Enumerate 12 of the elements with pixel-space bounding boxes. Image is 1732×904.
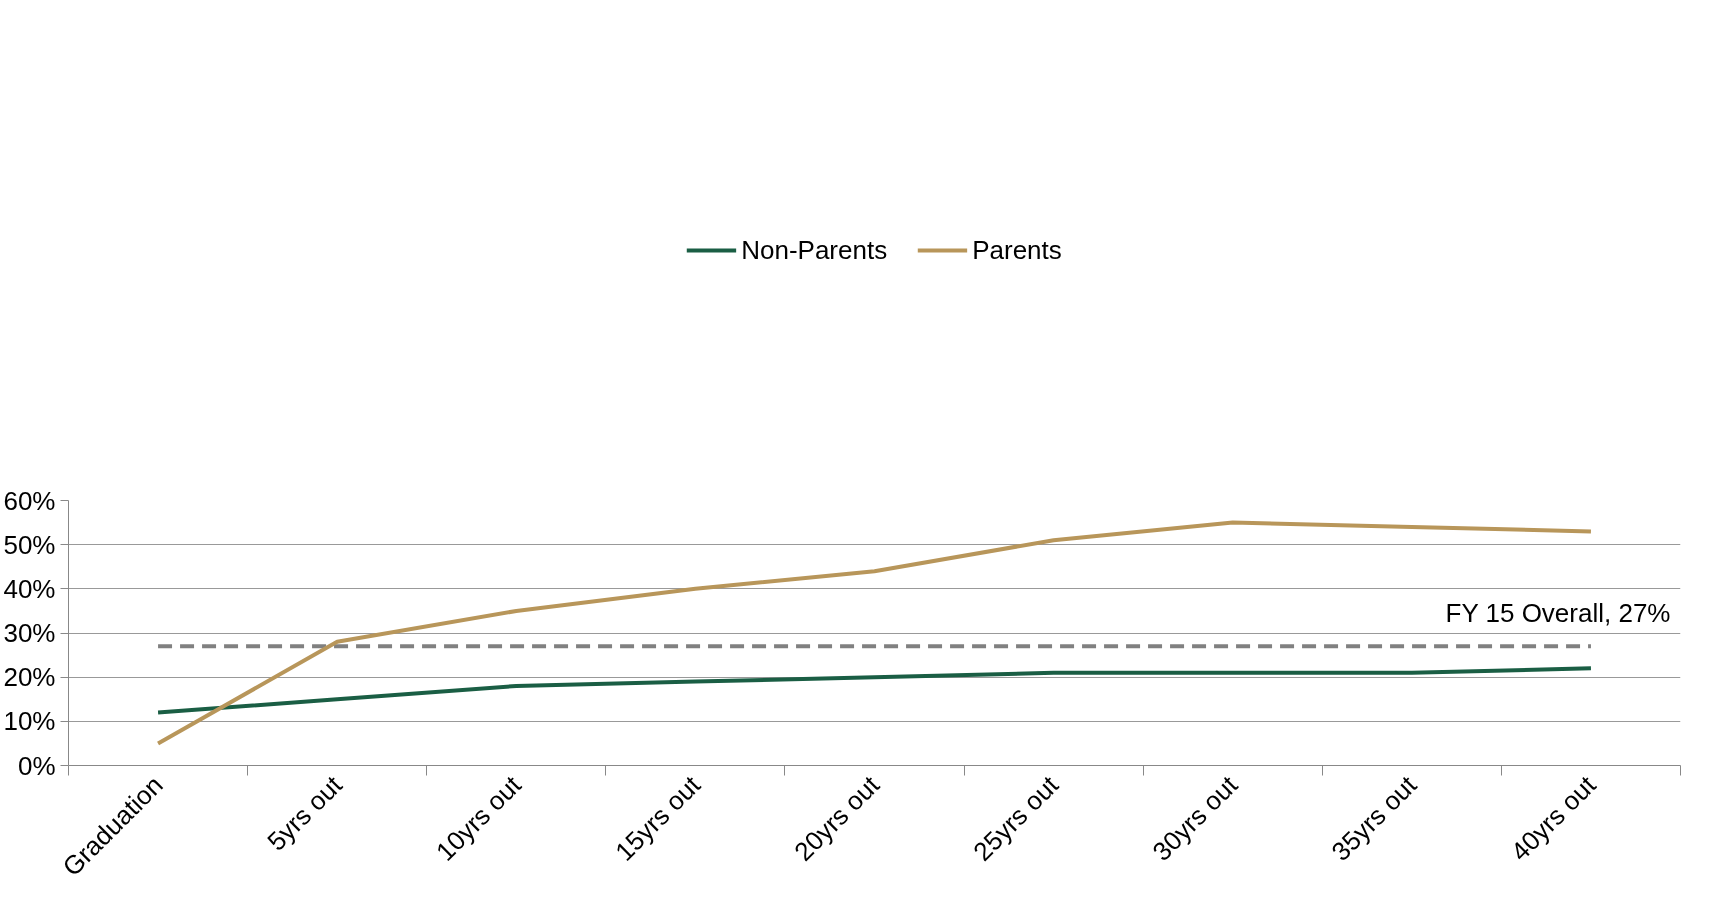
y-tick-label: 20%: [3, 662, 56, 693]
y-tick-label: 50%: [3, 529, 56, 560]
y-tick-label: 10%: [3, 706, 56, 737]
line-series: [156, 666, 1593, 715]
y-tick-label: 30%: [3, 618, 56, 648]
y-tick-label: 40%: [3, 573, 56, 604]
y-tick-label: 60%: [3, 485, 56, 516]
x-tick-label: 5yrs out: [261, 769, 349, 857]
legend-label: Non-Parents: [741, 234, 888, 266]
ref-line-label: FY 15 Overall, 27%: [1445, 598, 1671, 629]
y-tick-label: 0%: [17, 750, 56, 781]
legend-label: Parents: [972, 234, 1062, 266]
